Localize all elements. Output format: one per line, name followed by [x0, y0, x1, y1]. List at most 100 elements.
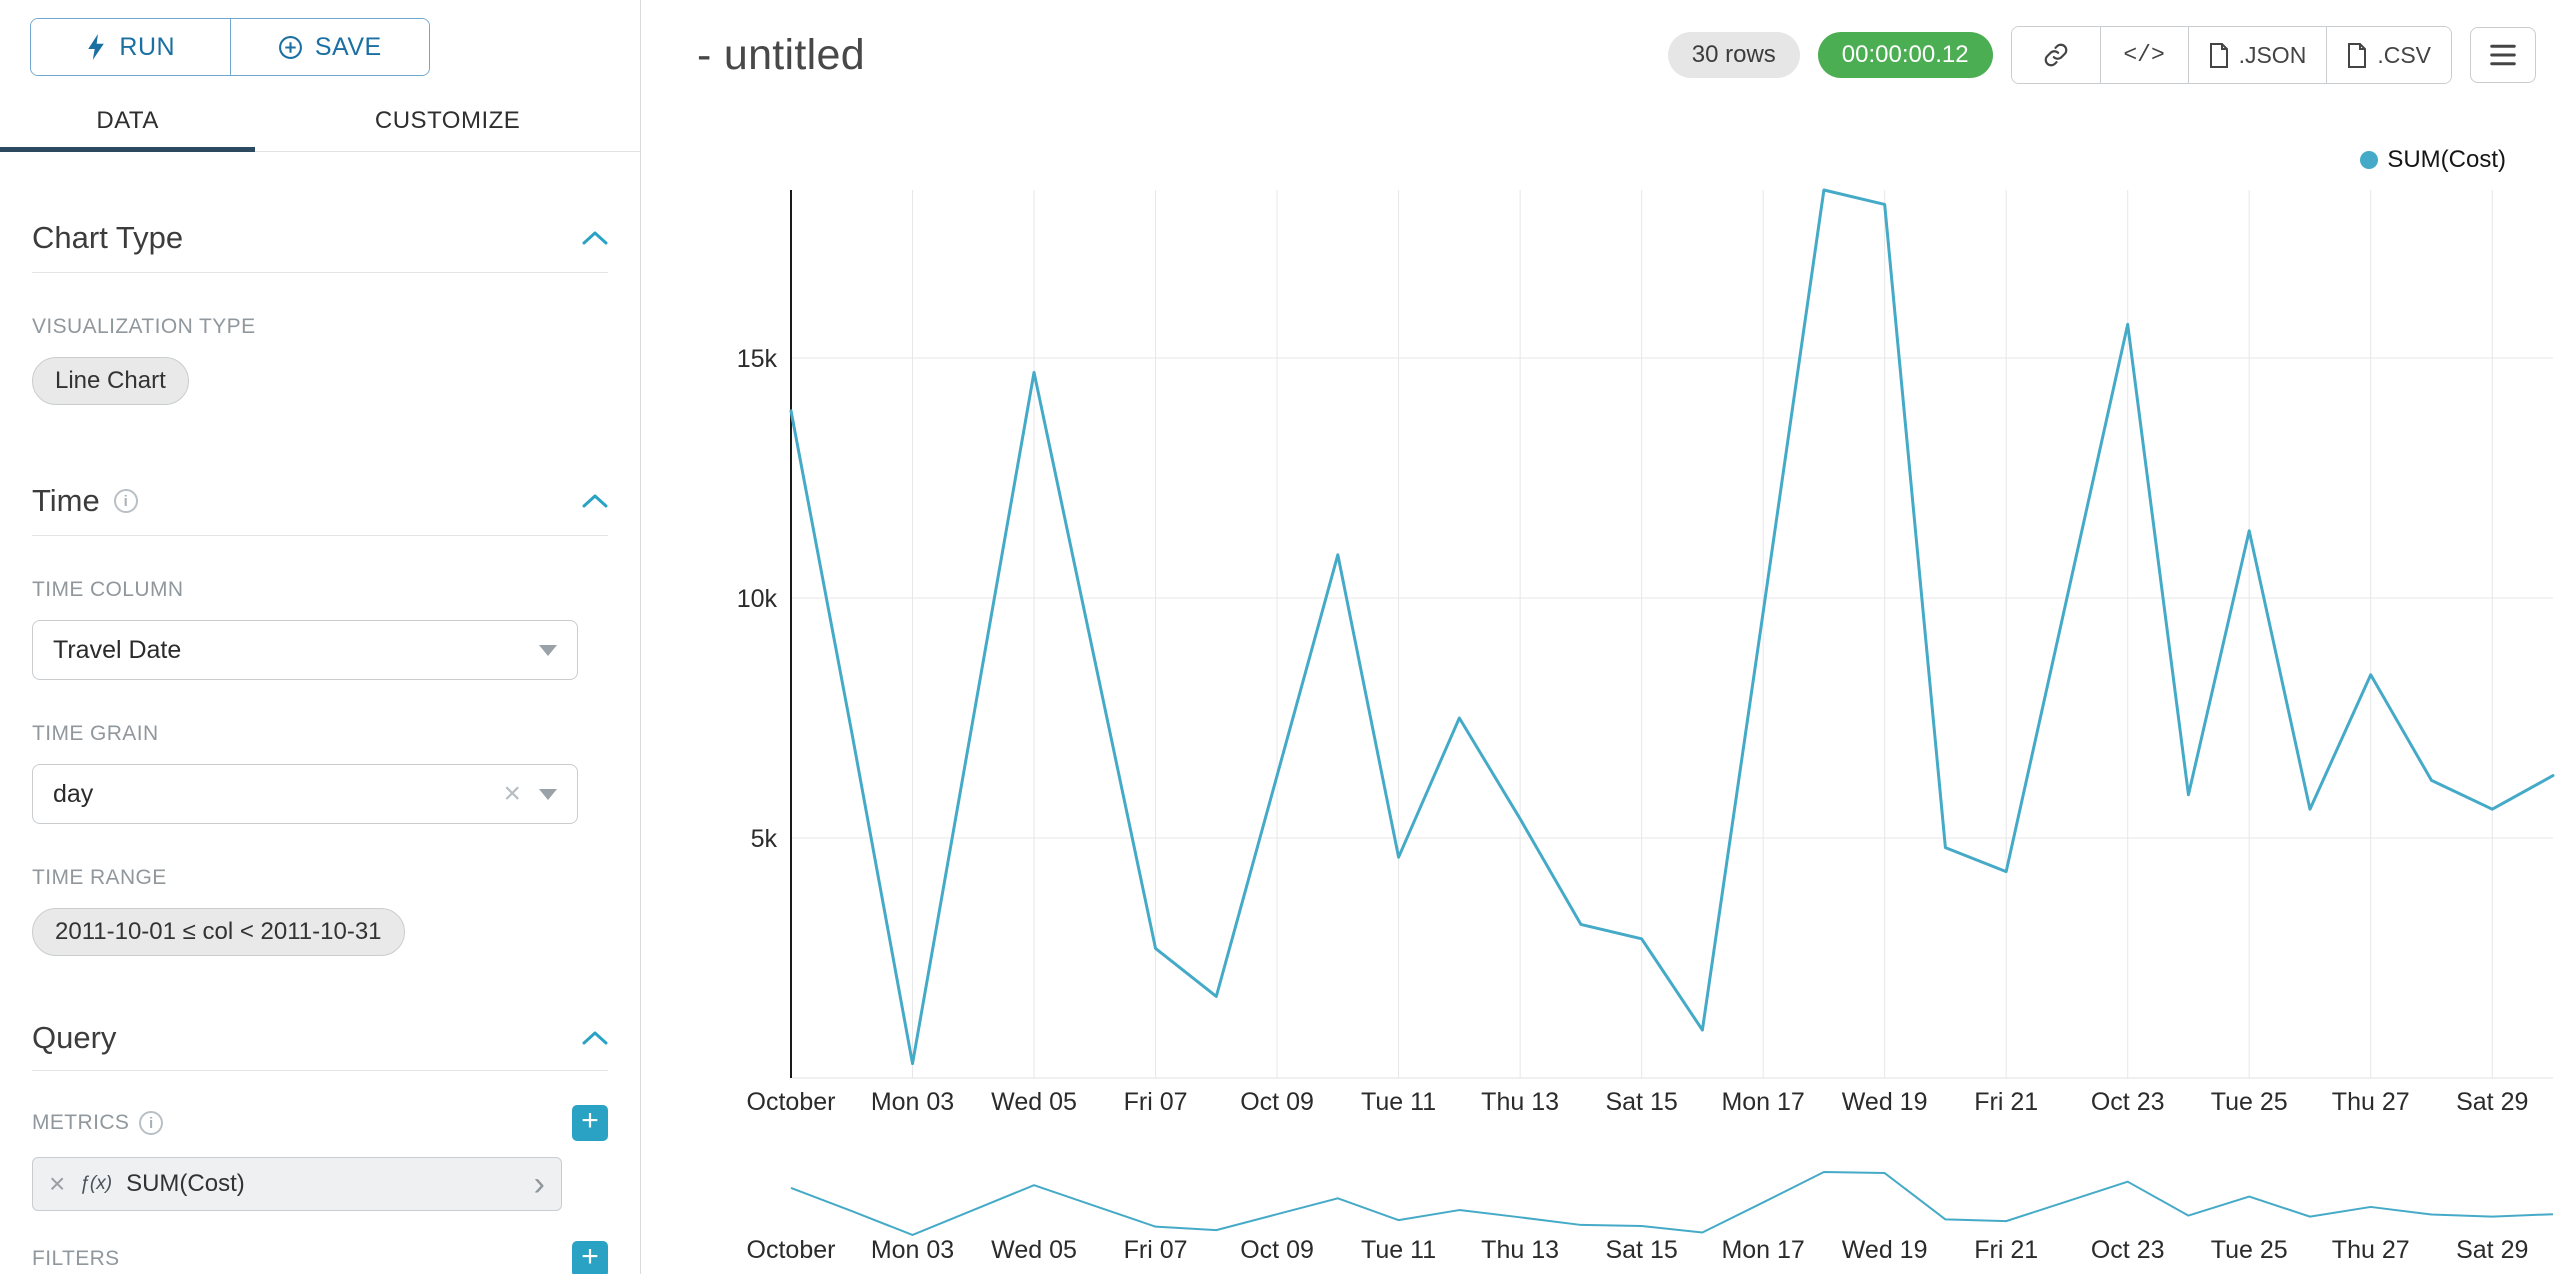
metric-fx-prefix: ƒ(x)	[79, 1173, 113, 1194]
file-icon	[2348, 42, 2367, 68]
focus-x-axis-tick-label: Mon 03	[871, 1236, 954, 1264]
time-column-value: Travel Date	[53, 635, 182, 664]
info-icon[interactable]: i	[139, 1111, 164, 1135]
section-time-title-text: Time	[32, 483, 100, 518]
code-icon: </>	[2123, 42, 2165, 68]
time-range-label: TIME RANGE	[32, 866, 167, 889]
add-metric-button[interactable]: +	[572, 1105, 608, 1141]
export-csv-button[interactable]: .CSV	[2326, 27, 2451, 83]
focus-x-axis-tick-label: Fri 21	[1974, 1236, 2038, 1264]
info-icon[interactable]: i	[113, 489, 138, 513]
x-axis-tick-label: Oct 09	[1240, 1088, 1314, 1116]
metric-value: SUM(Cost)	[126, 1170, 245, 1197]
control-panel: RUN SAVE DATA CUSTOMIZE Chart Type VISUA…	[0, 0, 641, 1274]
focus-x-axis-tick-label: Tue 25	[2211, 1236, 2288, 1264]
link-icon	[2044, 43, 2067, 67]
legend-item[interactable]: SUM(Cost)	[2360, 146, 2506, 174]
x-axis-tick-label: Thu 27	[2332, 1088, 2410, 1116]
chart-menu-button[interactable]	[2470, 27, 2536, 83]
filters-label: FILTERS	[32, 1247, 120, 1270]
section-query[interactable]: Query	[32, 1020, 608, 1071]
run-button-label: RUN	[119, 32, 176, 61]
time-column-label: TIME COLUMN	[32, 578, 184, 601]
visualization-type-label: VISUALIZATION TYPE	[32, 315, 256, 338]
time-range-pill[interactable]: 2011-10-01 ≤ col < 2011-10-31	[32, 908, 405, 956]
row-count-badge: 30 rows	[1667, 32, 1800, 78]
section-time-title: Time i	[32, 483, 138, 519]
visualization-type-pill[interactable]: Line Chart	[32, 357, 189, 405]
export-json-button[interactable]: .JSON	[2187, 27, 2327, 83]
x-axis-tick-label: Oct 23	[2091, 1088, 2165, 1116]
query-actions: RUN SAVE	[0, 0, 640, 90]
focus-x-axis-tick-label: Sat 15	[1605, 1236, 1677, 1264]
time-column-select[interactable]: Travel Date	[32, 620, 578, 680]
caret-down-icon	[539, 644, 557, 656]
time-grain-label: TIME GRAIN	[32, 722, 159, 745]
remove-metric-icon[interactable]: ×	[49, 1168, 66, 1199]
chart-area: 5k 10k 15k October October Mon 03 Mon 03 Wed 05…	[641, 0, 2576, 1274]
save-button-label: SAVE	[314, 32, 382, 61]
caret-down-icon	[539, 788, 557, 800]
time-grain-select[interactable]: day ×	[32, 764, 578, 824]
metrics-label-group: METRICS i	[32, 1111, 164, 1135]
save-button[interactable]: SAVE	[229, 19, 429, 75]
export-json-label: .JSON	[2238, 41, 2307, 68]
x-axis-tick-label: Tue 25	[2211, 1088, 2288, 1116]
focus-x-axis-tick-label: Sat 29	[2456, 1236, 2528, 1264]
panel-tabs: DATA CUSTOMIZE	[0, 90, 640, 152]
legend-label: SUM(Cost)	[2387, 146, 2506, 173]
y-axis-tick-label: 5k	[751, 825, 778, 853]
focus-series-line[interactable]	[790, 1171, 2554, 1236]
share-link-button[interactable]	[2011, 27, 2100, 83]
x-axis-tick-label: Fri 21	[1974, 1088, 2038, 1116]
chevron-up-icon	[582, 1031, 608, 1045]
chart-header-actions: 30 rows 00:00:00.12 </> .JSON .	[1667, 26, 2536, 84]
x-axis-tick-label: Wed 19	[1842, 1088, 1928, 1116]
metrics-label: METRICS	[32, 1111, 130, 1134]
chevron-right-icon[interactable]: ›	[533, 1165, 545, 1203]
run-save-button-group: RUN SAVE	[30, 18, 430, 76]
focus-x-axis-tick-label: Mon 17	[1721, 1236, 1804, 1264]
section-query-title: Query	[32, 1020, 117, 1055]
x-axis-tick-label: Fri 07	[1124, 1088, 1188, 1116]
x-axis-tick-label: Mon 03	[871, 1088, 954, 1116]
section-chart-type[interactable]: Chart Type	[32, 220, 608, 273]
controls-scroll-area: Chart Type VISUALIZATION TYPE Line Chart…	[0, 152, 640, 1274]
chevron-up-icon	[582, 231, 608, 245]
x-axis-tick-label: October	[747, 1088, 836, 1116]
clear-icon[interactable]: ×	[503, 777, 521, 810]
section-chart-type-title: Chart Type	[32, 220, 184, 255]
x-axis-tick-label: Sat 15	[1605, 1088, 1677, 1116]
y-axis-tick-label: 10k	[737, 585, 778, 613]
tab-customize[interactable]: CUSTOMIZE	[374, 106, 521, 134]
run-button[interactable]: RUN	[31, 19, 230, 75]
legend-dot	[2360, 151, 2379, 169]
y-axis-tick-label: 15k	[737, 345, 778, 373]
plus-circle-icon	[278, 35, 302, 59]
export-csv-label: .CSV	[2377, 41, 2431, 68]
focus-x-axis-tick-label: Fri 07	[1124, 1236, 1188, 1264]
tab-data[interactable]: DATA	[0, 90, 256, 152]
section-time[interactable]: Time i	[32, 483, 608, 536]
line-chart[interactable]: 5k 10k 15k October October Mon 03 Mon 03 Wed 05…	[641, 0, 2576, 1274]
gridlines	[790, 190, 2553, 1079]
series-line[interactable]	[789, 188, 2555, 1066]
file-icon	[2209, 42, 2228, 68]
focus-x-axis-tick-label: Tue 11	[1361, 1236, 1436, 1264]
focus-x-axis-tick-label: October	[747, 1236, 836, 1264]
query-timer-badge: 00:00:00.12	[1817, 32, 1993, 78]
focus-x-axis-tick-label: Wed 19	[1842, 1236, 1928, 1264]
add-filter-button[interactable]: +	[572, 1241, 608, 1274]
filters-header-row: FILTERS +	[32, 1241, 608, 1274]
embed-code-button[interactable]: </>	[2099, 27, 2188, 83]
export-button-group: </> .JSON .CSV	[2010, 26, 2452, 84]
focus-x-axis-tick-label: Wed 05	[991, 1236, 1077, 1264]
metrics-header-row: METRICS i +	[32, 1105, 608, 1141]
focus-x-axis-tick-label: Oct 23	[2091, 1236, 2165, 1264]
metric-token[interactable]: × ƒ(x) SUM(Cost) ›	[32, 1157, 562, 1211]
x-axis-tick-label: Mon 17	[1721, 1088, 1804, 1116]
focus-x-axis-tick-label: Oct 09	[1240, 1236, 1314, 1264]
x-axis-tick-label: Wed 05	[991, 1088, 1077, 1116]
hamburger-menu-icon	[2490, 44, 2516, 66]
